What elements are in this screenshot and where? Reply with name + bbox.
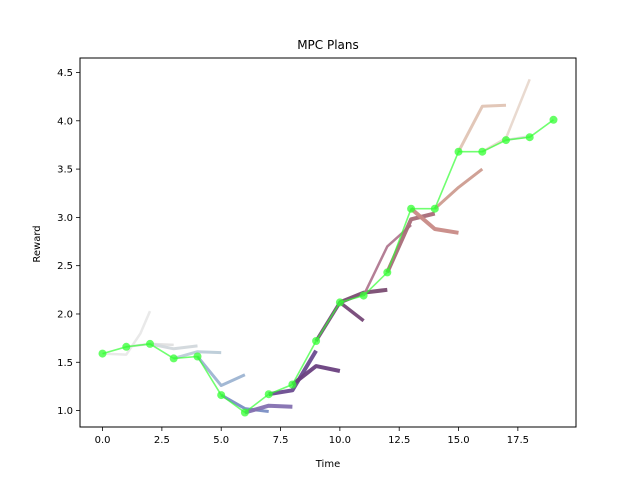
plan-line-15 [457, 103, 507, 153]
plan-line-6 [244, 403, 293, 415]
y-tick-label: 2.5 [57, 261, 73, 272]
data-point-5 [217, 391, 226, 400]
plan-line-3 [173, 350, 222, 360]
axes-frame [79, 57, 577, 428]
data-point-19 [549, 115, 558, 124]
x-tick-label: 17.5 [507, 435, 529, 446]
y-tick-label: 3.5 [57, 165, 73, 176]
y-tick-label: 3.0 [57, 213, 73, 224]
data-point-14 [430, 204, 439, 213]
data-point-0 [98, 349, 107, 358]
plan-line-8 [291, 364, 341, 387]
data-point-4 [193, 352, 202, 361]
y-tick-label: 1.0 [57, 406, 73, 417]
data-point-18 [525, 133, 534, 142]
data-point-11 [359, 291, 368, 300]
plan-line-14 [433, 167, 484, 210]
plan-line-7 [268, 349, 318, 397]
y-tick-label: 4.0 [57, 116, 73, 127]
plan-line-12 [385, 211, 436, 274]
y-axis-label: Reward [32, 225, 43, 262]
y-tick-label: 2.0 [57, 309, 73, 320]
x-tick-label: 15.0 [447, 435, 469, 446]
y-tick-label: 4.5 [57, 68, 73, 79]
data-point-17 [502, 136, 510, 145]
data-point-12 [383, 268, 392, 277]
data-point-8 [288, 380, 297, 389]
plan-line-13 [409, 207, 459, 235]
data-point-9 [312, 337, 321, 345]
plot-area: 0.0 2.5 5.0 7.5 10.0 12.5 15.0 17.5 1.0 1.5 2.0 2.5… [57, 57, 577, 446]
data-point-16 [478, 147, 487, 156]
data-point-15 [454, 147, 463, 156]
data-point-13 [407, 204, 416, 213]
x-tick-label: 2.5 [154, 435, 170, 446]
plan-line-0 [102, 310, 152, 356]
plan-line-2 [149, 342, 198, 351]
x-tick-label: 7.5 [273, 435, 289, 446]
data-point-3 [169, 354, 178, 363]
data-point-1 [122, 342, 131, 351]
x-tick-label: 12.5 [388, 435, 410, 446]
y-tick-label: 1.5 [57, 358, 73, 369]
x-tick-label: 5.0 [213, 435, 229, 446]
data-point-10 [335, 298, 344, 307]
x-axis-label: Time [315, 459, 340, 470]
data-point-6 [240, 408, 249, 417]
data-point-2 [146, 339, 154, 348]
x-tick-label: 10.0 [329, 435, 351, 446]
x-tick-label: 0.0 [95, 435, 111, 446]
chart-title: MPC Plans [297, 38, 359, 52]
data-point-7 [264, 390, 273, 399]
plan-line-4 [196, 355, 246, 387]
